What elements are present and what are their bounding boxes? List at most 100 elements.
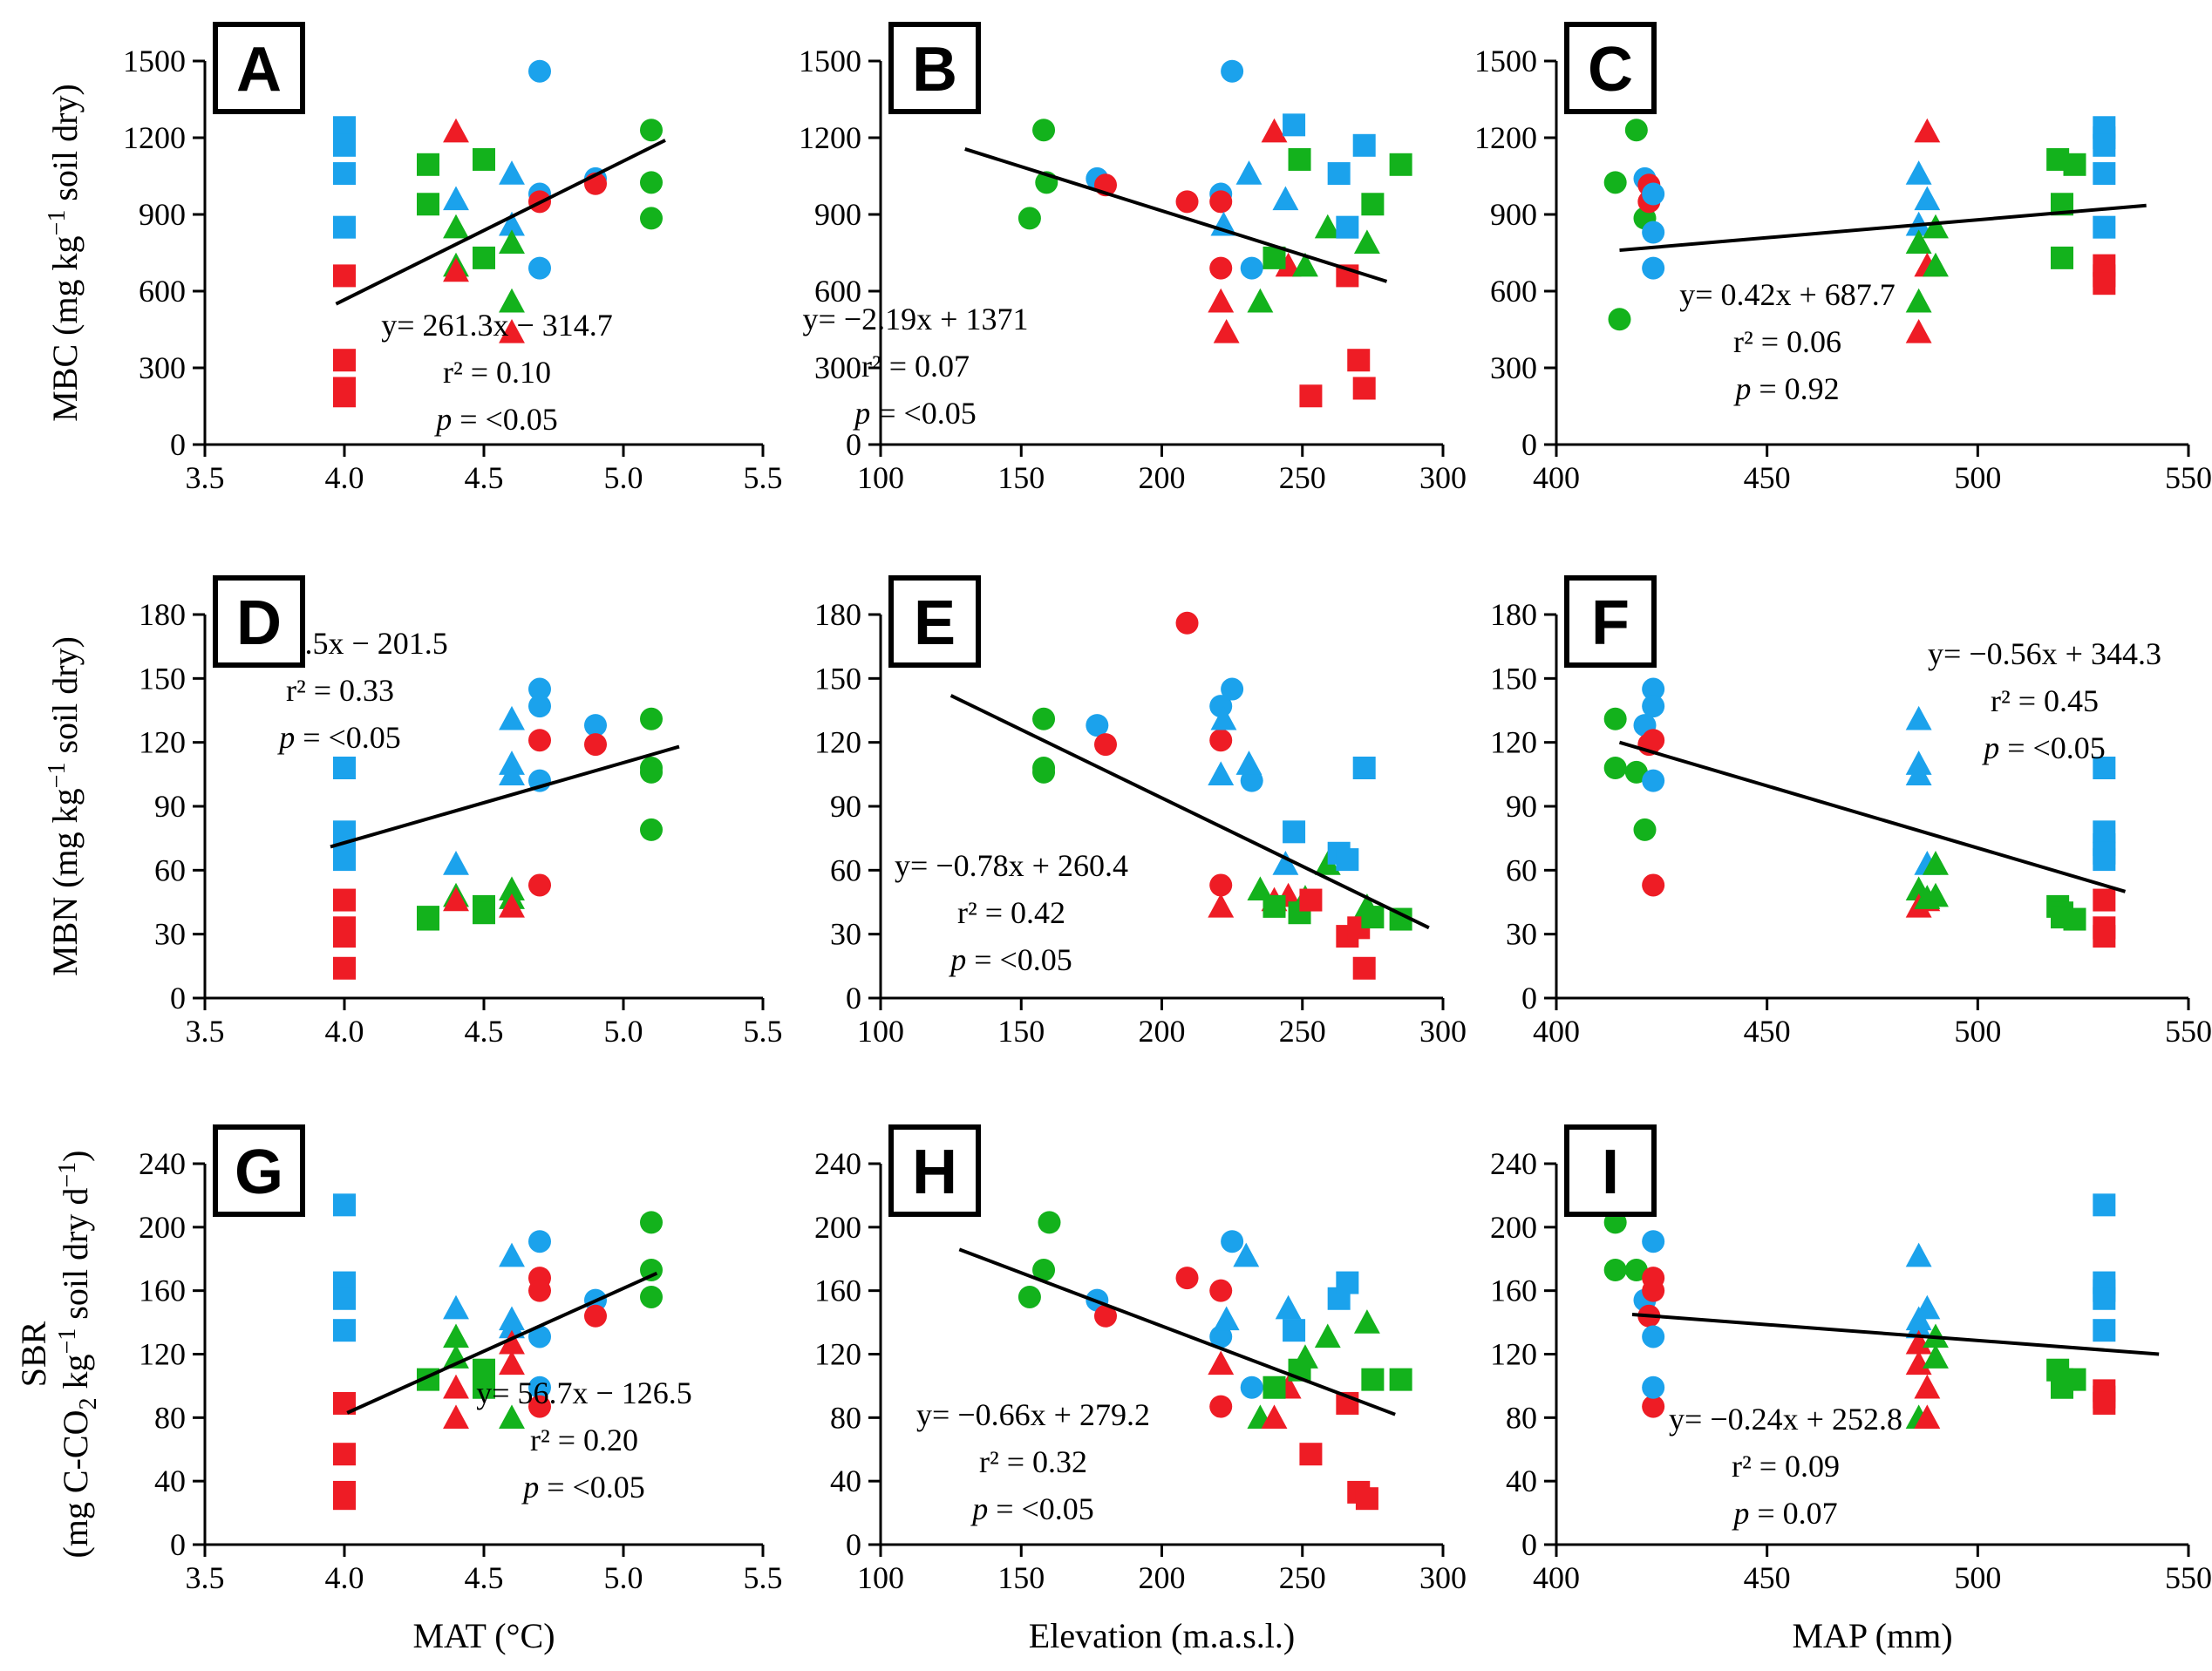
x-tick-label: 5.5 [744, 1560, 783, 1595]
red-triangle-point [443, 257, 469, 282]
y-tick-label: 900 [814, 197, 861, 232]
blue-triangle-point [1905, 705, 1932, 730]
y-tick-label: 30 [154, 917, 186, 952]
y-tick-label: 90 [154, 789, 186, 824]
red-square-point [1347, 349, 1371, 372]
red-triangle-point [1914, 1404, 1941, 1430]
r-squared-text: r² = 0.10 [443, 355, 551, 390]
y-tick-label: 0 [846, 1527, 861, 1562]
x-tick-label: 400 [1533, 1014, 1580, 1049]
p-value-text: p = <0.05 [433, 402, 558, 437]
panel-letter-box [888, 1124, 981, 1217]
blue-triangle-point [1213, 1306, 1240, 1331]
y-tick-label: 160 [814, 1274, 861, 1308]
green-circle-point [640, 818, 663, 841]
blue-square-point [2093, 1287, 2116, 1310]
panel-G: 3.5 4.0 4.5 5.0 5.5 0 40 80 120 160 200 240 y= 56.7x… [139, 1124, 783, 1595]
green-triangle-point [1905, 229, 1932, 254]
panel-letter: C [1588, 35, 1633, 105]
red-square-point [1352, 377, 1376, 400]
blue-triangle-point [1210, 705, 1237, 730]
blue-circle-point [1086, 714, 1109, 737]
green-triangle-point [1905, 288, 1932, 313]
green-triangle-point [1314, 1323, 1341, 1348]
regression-equation: y= −0.56x + 344.3 r² = 0.45 p = <0.05 [1928, 636, 2161, 765]
regression-line [1619, 203, 2147, 253]
green-triangle-point [1923, 882, 1949, 907]
green-circle-point [1608, 308, 1631, 331]
x-tick-label: 100 [857, 460, 904, 495]
blue-square-point [333, 757, 356, 779]
y-tick-label: 80 [1506, 1400, 1537, 1435]
y-tick-label: 900 [139, 197, 186, 232]
green-square-point [1263, 246, 1286, 269]
blue-square-point [1336, 215, 1359, 239]
green-triangle-point [1247, 876, 1274, 901]
blue-square-point [333, 215, 356, 239]
green-triangle-point [1292, 252, 1318, 277]
equation-text: y= −0.24x + 252.8 [1669, 1402, 1902, 1437]
blue-triangle-point [443, 1294, 469, 1320]
red-circle-point [528, 1279, 551, 1302]
panel-letter-box [1564, 1124, 1657, 1217]
red-circle-point [1209, 1395, 1233, 1418]
blue-square-point [2093, 133, 2116, 157]
y-tick-label: 300 [814, 350, 861, 385]
y-axis-title-sbr: SBR [14, 1321, 53, 1387]
y-tick-label: 120 [1490, 1337, 1537, 1372]
y-axis-title-mbn: MBN (mg kg−1 soil dry) [44, 636, 85, 976]
blue-square-point [1352, 133, 1376, 157]
green-circle-point [1624, 119, 1648, 142]
regression-equation: y= 0.42x + 687.7 r² = 0.06 p = 0.92 [1679, 277, 1896, 406]
blue-square-point [333, 848, 356, 872]
x-tick-label: 300 [1419, 1560, 1467, 1595]
x-tick-label: 5.0 [604, 1560, 643, 1595]
green-circle-point [1633, 818, 1657, 841]
green-triangle-point [1353, 1309, 1380, 1334]
red-triangle-point [1905, 1329, 1932, 1355]
y-tick-label: 240 [1490, 1146, 1537, 1181]
x-tick-label: 3.5 [186, 1560, 225, 1595]
blue-square-point [2093, 848, 2116, 872]
x-tick-label: 4.5 [465, 1560, 504, 1595]
blue-triangle-point [1914, 186, 1941, 211]
red-circle-point [528, 729, 551, 752]
y-tick-label: 0 [170, 1527, 186, 1562]
x-tick-label: 450 [1744, 1560, 1791, 1595]
red-circle-point [1209, 729, 1233, 752]
x-tick-label: 100 [857, 1560, 904, 1595]
red-square-point [2093, 888, 2116, 912]
green-square-point [1361, 906, 1385, 929]
y-tick-label: 150 [814, 661, 861, 696]
panel-letter-box [888, 22, 981, 114]
y-axis-title-mbc: MBC (mg kg−1 soil dry) [44, 84, 85, 422]
red-circle-point [528, 873, 551, 897]
p-value-text: p = 0.92 [1732, 371, 1839, 406]
blue-square-point [333, 162, 356, 186]
green-square-point [1263, 1376, 1286, 1399]
y-tick-label: 150 [139, 661, 186, 696]
panel-letter-box [213, 575, 305, 668]
blue-circle-point [1221, 59, 1244, 83]
green-triangle-point [443, 214, 469, 239]
green-triangle-point [1923, 214, 1949, 239]
y-tick-label: 40 [830, 1464, 861, 1498]
x-tick-label: 550 [2165, 460, 2212, 495]
y-tick-label: 60 [154, 852, 186, 887]
red-triangle-point [1905, 1350, 1932, 1376]
regression-line [346, 1271, 658, 1415]
blue-triangle-point [1233, 1242, 1260, 1267]
p-value-text: p = <0.05 [970, 1491, 1094, 1526]
green-circle-point [1624, 1258, 1648, 1281]
blue-square-point [1283, 820, 1306, 844]
red-triangle-point [499, 893, 525, 918]
green-triangle-point [1314, 214, 1341, 239]
red-triangle-point [1213, 318, 1240, 343]
y-tick-label: 1500 [123, 44, 186, 78]
equation-text: y= 261.3x − 314.7 [381, 308, 613, 343]
regression-equation: y= 261.3x − 314.7 r² = 0.10 p = <0.05 [381, 308, 613, 437]
blue-triangle-point [1905, 1242, 1932, 1267]
blue-triangle-point [1235, 160, 1263, 185]
green-square-point [2063, 1368, 2086, 1391]
blue-triangle-point [1272, 186, 1299, 211]
